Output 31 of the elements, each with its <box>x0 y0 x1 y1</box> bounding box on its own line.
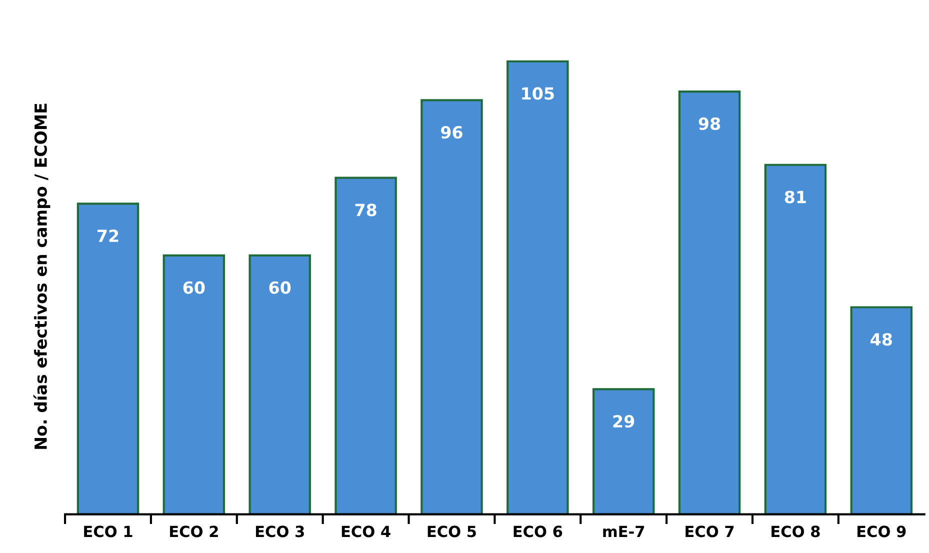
data-label: 60 <box>183 281 205 294</box>
bar <box>76 202 140 514</box>
x-tick-label: ECO 5 <box>428 526 476 538</box>
x-tick-label: ECO 4 <box>342 526 390 538</box>
x-tick-label: mE-7 <box>603 526 644 538</box>
bar <box>592 388 655 514</box>
x-tick-label: ECO 2 <box>170 526 218 538</box>
data-label: 78 <box>355 204 376 216</box>
bar <box>162 254 226 514</box>
bar <box>334 176 397 514</box>
data-label: 60 <box>269 281 291 294</box>
x-tick-label: ECO 3 <box>256 526 304 538</box>
data-label: 29 <box>613 415 634 428</box>
data-label: 48 <box>870 333 892 346</box>
x-tick-label: ECO 7 <box>686 526 734 538</box>
bar <box>248 254 311 514</box>
x-tick-label: ECO 8 <box>772 526 820 538</box>
bar <box>764 164 827 514</box>
x-tick-label: ECO 6 <box>514 526 562 538</box>
data-label: 72 <box>98 230 118 242</box>
y-axis-title: No. días efectivos en campo / ECOME <box>33 104 50 449</box>
data-label: 98 <box>698 117 720 130</box>
bar <box>678 90 741 514</box>
bar <box>506 60 569 514</box>
data-label: 96 <box>440 126 462 139</box>
data-label: 81 <box>784 190 806 204</box>
x-tick-label: ECO 9 <box>858 526 906 538</box>
bar <box>850 306 913 514</box>
data-label: 105 <box>522 87 554 100</box>
x-tick-label: ECO 1 <box>84 526 132 538</box>
bar <box>420 99 483 514</box>
